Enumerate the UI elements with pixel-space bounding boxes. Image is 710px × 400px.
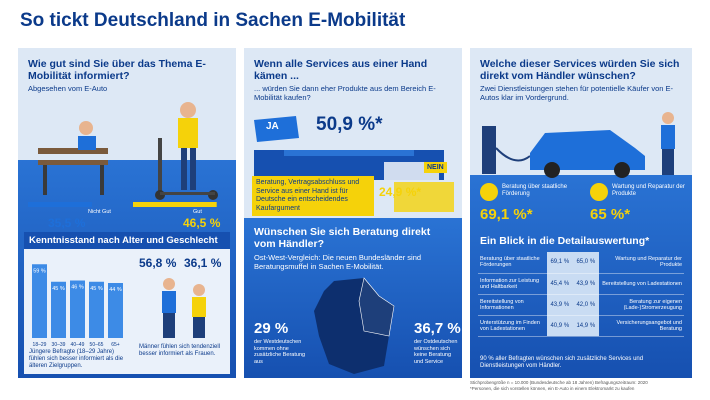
category-label: 40–49 [71, 342, 85, 348]
age-note: Jüngere Befragte (18–29 Jahre) fühlen si… [29, 349, 124, 369]
table-value: 69,1 % [546, 252, 573, 274]
germany-map [314, 277, 395, 374]
category-label: 30–39 [52, 342, 66, 348]
table-value: 43,9 % [546, 294, 573, 316]
yes-label: JA [266, 121, 279, 132]
service-icon [480, 183, 498, 201]
west-text: der Westdeutschen kommen ohne zusätzlich… [254, 339, 306, 365]
value-label: 45 % [52, 286, 65, 292]
bar [89, 281, 104, 338]
footnote-line: Stichprobengröße n = 10.000 (Bundesdeuts… [470, 380, 648, 385]
bar [108, 283, 123, 338]
advice-text: Ost-West-Vergleich: Die neuen Bundesländ… [254, 253, 422, 271]
service-icon [590, 183, 608, 201]
east-value: 36,7 % [414, 320, 461, 337]
table-label: Versicherungsangebot und Beratung [598, 315, 684, 337]
illustration [38, 102, 218, 200]
table-value: 43,9 % [572, 273, 599, 295]
table-label: Bereitstellung von Ladestationen [598, 273, 684, 295]
car-illustration [482, 112, 675, 178]
table-row: Unterstützung im Finden von Ladestatione… [478, 315, 684, 337]
yes-value: 50,9 %* [316, 114, 383, 135]
right-panel: Welche dieser Services würden Sie sich d… [470, 48, 692, 378]
bar [70, 280, 85, 338]
bar [133, 202, 217, 207]
legend-label: Nicht Gut [88, 209, 111, 215]
east-text: der Ostdeutschen wünschen sich keine Ber… [414, 339, 458, 365]
table-row: Bereitstellung von Informationen 43,9 % 42… [478, 294, 684, 316]
advice-heading: Wünschen Sie sich Beratung direkt vom Hä… [254, 226, 431, 250]
category-label: 18–29 [33, 342, 47, 348]
service-label: Wartung und Reparatur der Produkte [612, 184, 685, 197]
bar [32, 264, 47, 338]
heading: Wenn alle Services aus einer Hand kämen … [254, 58, 428, 82]
note: 90 % aller Befragten wünschen sich zusät… [480, 356, 644, 369]
service-value: 65 %* [590, 206, 631, 223]
footnote: Stichprobengröße n = 10.000 (Bundesdeuts… [470, 380, 648, 392]
detail-title: Ein Blick in die Detailauswertung* [480, 235, 650, 247]
value-label: 46,5 % [183, 216, 221, 230]
women-value: 36,1 % [184, 256, 222, 270]
value-label: 46 % [71, 285, 84, 291]
people-icon [162, 278, 206, 338]
subheading: Abgesehen vom E-Auto [28, 84, 108, 93]
category-label: 50–65 [90, 342, 104, 348]
table-label: Bereitstellung von Informationen [478, 294, 547, 316]
no-value: 24,9 %* [379, 185, 422, 199]
subheading: ... würden Sie dann eher Produkte aus de… [254, 84, 436, 102]
illustration [254, 116, 454, 212]
heading: Wie gut sind Sie über das Thema E-Mobili… [28, 58, 206, 82]
age-chart: 59 % 18–29 45 % 30–39 46 % 40–49 45 % 50–65 44 %… [32, 264, 123, 348]
table-value: 40,9 % [546, 315, 573, 337]
age-box: Kenntnisstand nach Alter und Geschlecht … [24, 232, 230, 374]
table-row: Beratung über staatliche Förderungen 69,1… [478, 252, 684, 274]
value-label: 45 % [90, 286, 103, 292]
legend-label: Gut [193, 209, 202, 215]
value-label: 44 % [109, 287, 122, 293]
table-value: 45,4 % [546, 273, 573, 295]
no-label: NEIN [424, 162, 447, 173]
age-title: Kenntnisstand nach Alter und Geschlecht [24, 232, 230, 249]
title: So tickt Deutschland in Sachen E-Mobilit… [20, 10, 406, 31]
middle-panel: Wenn alle Services aus einer Hand kämen … [244, 48, 462, 378]
argument: Beratung, Vertragsabschluss und Service … [252, 176, 374, 216]
service-value: 69,1 %* [480, 206, 533, 223]
men-value: 56,8 % [139, 256, 177, 270]
table-value: 65,0 % [572, 252, 599, 274]
bar [28, 202, 92, 207]
value-label: 59 % [33, 268, 46, 274]
service-label: Beratung über staatliche Förderung [502, 184, 568, 197]
table-label: Unterstützung im Finden von Ladestatione… [478, 315, 547, 337]
left-panel: Wie gut sind Sie über das Thema E-Mobili… [18, 48, 236, 378]
table-label: Beratung zur eigenen (Lade-)Stromerzeugu… [598, 294, 684, 316]
heading: Welche dieser Services würden Sie sich d… [480, 58, 680, 82]
table-value: 14,9 % [572, 315, 599, 337]
footnote-line: *Personen, die sich vorstellen können, e… [470, 386, 635, 391]
category-label: 65+ [111, 342, 120, 348]
subheading: Zwei Dienstleistungen stehen für potenti… [480, 84, 674, 102]
gender-note: Männer fühlen sich tendenziell besser in… [139, 344, 221, 357]
table-label: Beratung über staatliche Förderungen [478, 252, 547, 274]
table-row: Information zur Leistung und Haltbarkeit… [478, 273, 684, 295]
bar [51, 281, 66, 338]
detail-table: Beratung über staatliche Förderungen 69,1… [478, 252, 684, 337]
table-value: 42,0 % [572, 294, 599, 316]
table-label: Information zur Leistung und Haltbarkeit [478, 273, 547, 295]
table-label: Wartung und Reparatur der Produkte [598, 252, 684, 274]
value-label: 35,5 % [48, 216, 86, 230]
west-value: 29 % [254, 320, 289, 337]
